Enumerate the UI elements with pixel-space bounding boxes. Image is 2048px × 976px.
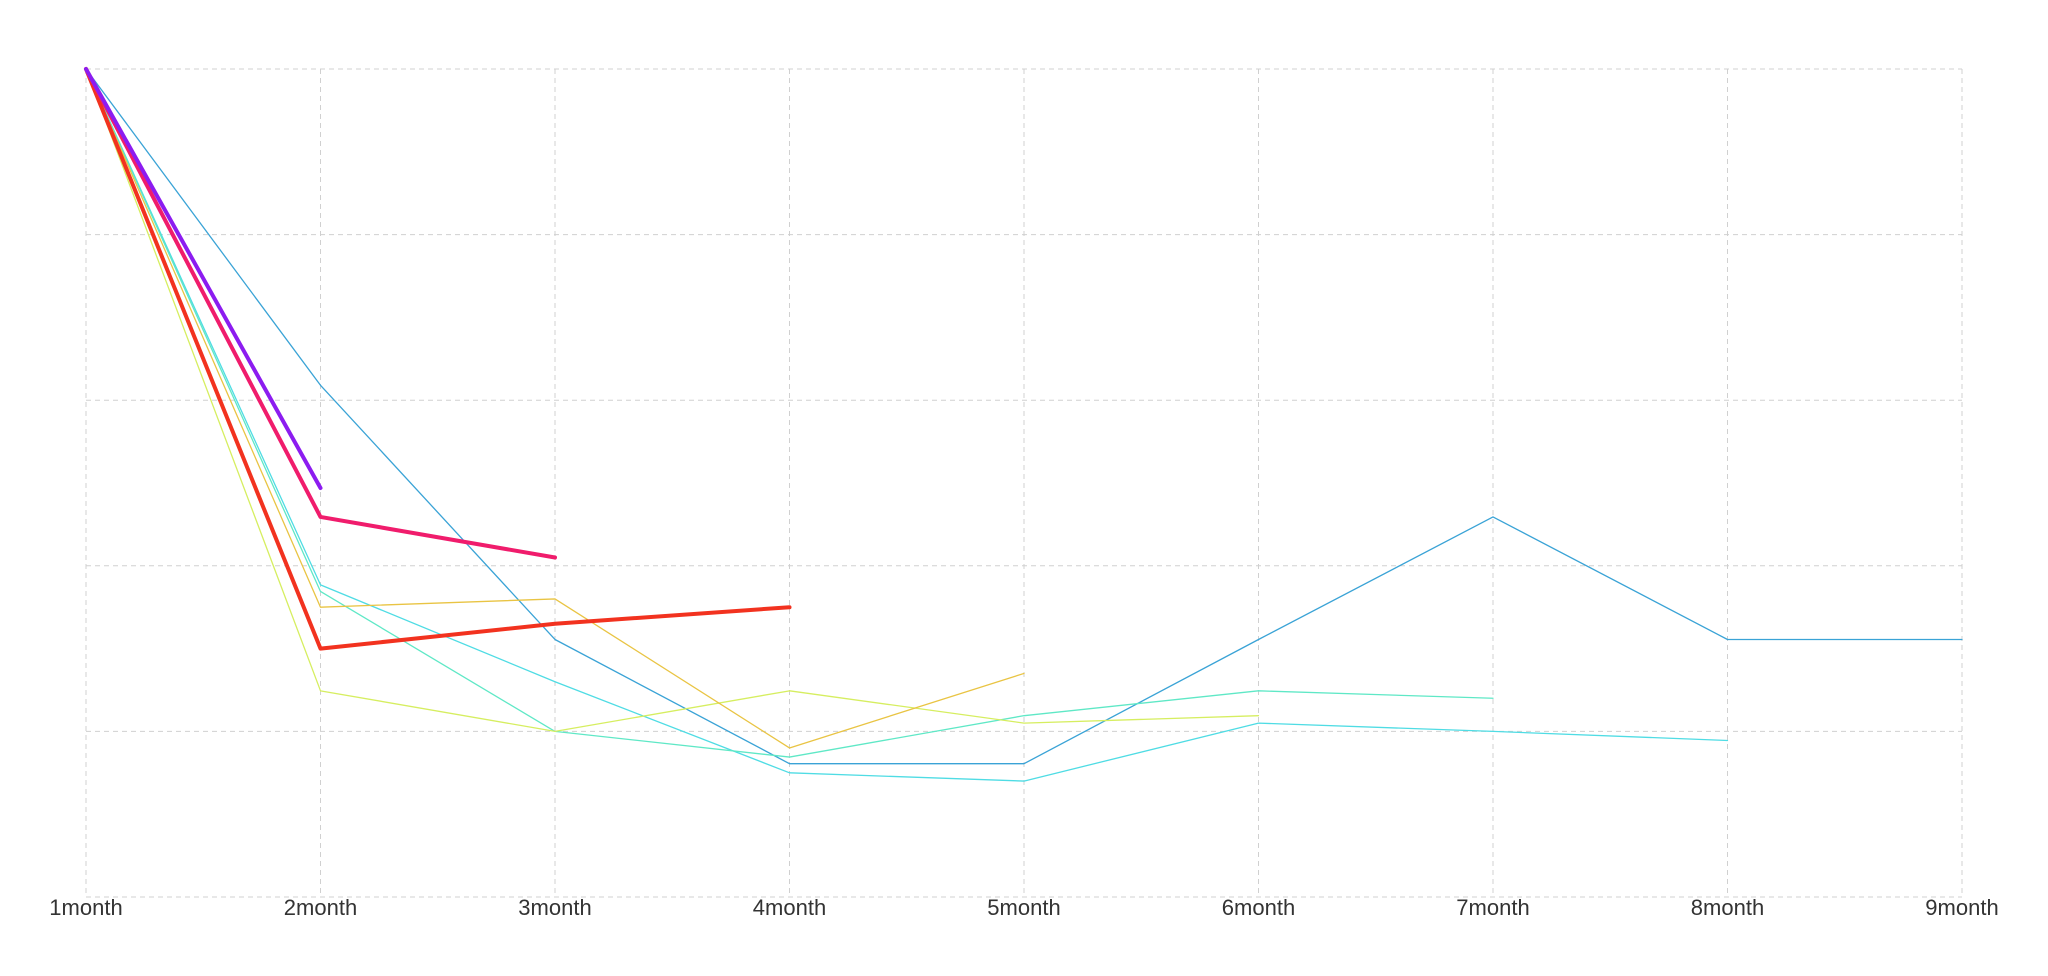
line-series xyxy=(84,67,792,651)
x-tick-label: 6month xyxy=(1222,895,1295,920)
line-series xyxy=(85,68,1729,782)
x-tick-label: 1month xyxy=(49,895,122,920)
line-series xyxy=(85,68,1494,758)
x-tick-label: 4month xyxy=(753,895,826,920)
line-series xyxy=(85,68,1025,749)
x-tick-label: 3month xyxy=(518,895,591,920)
line-series xyxy=(85,68,1963,765)
line-series xyxy=(85,68,1260,733)
x-tick-label: 8month xyxy=(1691,895,1764,920)
x-tick-label: 2month xyxy=(284,895,357,920)
x-tick-label: 7month xyxy=(1456,895,1529,920)
x-tick-label: 9month xyxy=(1925,895,1998,920)
line-series xyxy=(84,67,557,560)
x-tick-label: 5month xyxy=(987,895,1060,920)
line-series xyxy=(84,67,323,490)
